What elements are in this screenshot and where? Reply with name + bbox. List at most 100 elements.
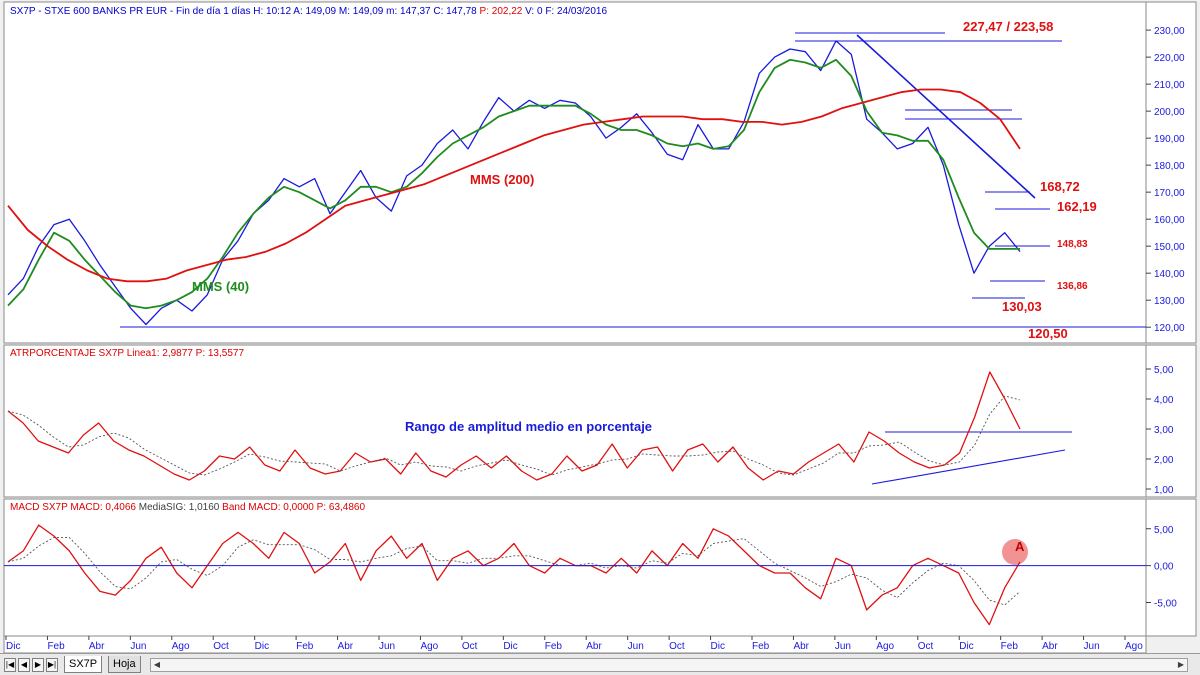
- x-tick-label: Dic: [255, 641, 269, 652]
- annotations-layer: MMS (200) MMS (40) 227,47 / 223,58 168,72 16…: [192, 19, 1097, 554]
- x-tick-label: Feb: [752, 641, 770, 652]
- tab-hoja[interactable]: Hoja: [108, 656, 141, 673]
- y-tick-label: 120,00: [1154, 323, 1185, 334]
- price-panel[interactable]: [3, 1, 1147, 344]
- macd-signal-highlight: [1002, 539, 1028, 565]
- x-tick-label: Oct: [462, 641, 478, 652]
- x-tick-label: Abr: [338, 641, 354, 652]
- x-tick-label: Jun: [379, 641, 395, 652]
- panel-title-part: ATRPORCENTAJE SX7P Linea1: 2,9877 P: 13,…: [10, 348, 244, 359]
- x-tick-label: Abr: [1042, 641, 1058, 652]
- x-tick-label: Abr: [793, 641, 809, 652]
- x-tick-label: Ago: [876, 641, 894, 652]
- x-tick-label: Feb: [1001, 641, 1019, 652]
- chart-canvas: SX7P - STXE 600 BANKS PR EUR - Fin de dí…: [3, 1, 1197, 654]
- x-tick-label: Abr: [586, 641, 602, 652]
- sheet-tab-bar: |◀ ◀ ▶ ▶| SX7P Hoja ◀ ▶: [0, 653, 1200, 675]
- chart-annotation: 162,19: [1057, 199, 1097, 214]
- y-tick-label: 1,00: [1154, 485, 1174, 496]
- x-tick-label: Jun: [130, 641, 146, 652]
- series-layer: [4, 40, 1146, 626]
- x-tick-label: Ago: [172, 641, 190, 652]
- x-tick-label: Jun: [835, 641, 851, 652]
- panel-title-part: V: 0 F: 24/03/2016: [522, 6, 607, 17]
- y-tick-label: 170,00: [1154, 188, 1185, 199]
- last-sheet-button[interactable]: ▶|: [46, 658, 58, 672]
- y-tick-label: 180,00: [1154, 161, 1185, 172]
- y-tick-label: 4,00: [1154, 395, 1174, 406]
- y-tick-label: 0,00: [1154, 562, 1174, 573]
- y-tick-label: 2,00: [1154, 455, 1174, 466]
- scroll-right-icon[interactable]: ▶: [1177, 660, 1185, 669]
- y-tick-label: 220,00: [1154, 53, 1185, 64]
- atr-axis-panel: [1145, 344, 1197, 498]
- atr-rising-trendline[interactable]: [871, 449, 1066, 485]
- y-tick-label: 200,00: [1154, 107, 1185, 118]
- chart-annotation: Rango de amplitud medio en porcentaje: [405, 419, 652, 434]
- x-tick-label: Feb: [296, 641, 314, 652]
- atr-panel-title: ATRPORCENTAJE SX7P Linea1: 2,9877 P: 13,…: [10, 348, 244, 359]
- chart-annotation: A: [1015, 539, 1025, 554]
- chart-annotation: 120,50: [1028, 326, 1068, 341]
- x-tick-label: Feb: [545, 641, 563, 652]
- x-tick-label: Oct: [669, 641, 685, 652]
- series-line-1-0[interactable]: [7, 371, 1021, 481]
- series-line-0-1[interactable]: [7, 58, 1020, 310]
- x-tick-label: Oct: [918, 641, 934, 652]
- x-tick-label: Dic: [503, 641, 517, 652]
- x-tick-label: Feb: [47, 641, 65, 652]
- y-tick-label: 230,00: [1154, 26, 1185, 37]
- x-tick-label: Dic: [959, 641, 973, 652]
- chart-annotation: MMS (200): [470, 172, 534, 187]
- horizontal-scrollbar[interactable]: ◀ ▶: [150, 658, 1188, 672]
- panel-title-part: Band MACD: 0,0000 P: 63,4860: [219, 502, 365, 513]
- panel-title-part: SX7P - STXE 600 BANKS PR EUR - Fin de dí…: [10, 6, 477, 17]
- chart-annotation: 148,83: [1057, 239, 1088, 250]
- prev-sheet-button[interactable]: ◀: [18, 658, 30, 672]
- chart-annotation: 168,72: [1040, 179, 1080, 194]
- y-tick-label: 140,00: [1154, 269, 1185, 280]
- x-axis-layer: Dic Feb Abr Jun Ago Oct Dic Feb Abr Jun Ago Oct Dic F…: [5, 636, 1143, 652]
- atr-panel[interactable]: [3, 344, 1147, 498]
- y-tick-label: 130,00: [1154, 296, 1185, 307]
- y-tick-label: -5,00: [1154, 599, 1177, 610]
- chart-annotation: 130,03: [1002, 299, 1042, 314]
- series-line-0-2[interactable]: [7, 88, 1021, 283]
- panel-title-part: MediaSIG: 1,0160: [136, 502, 220, 513]
- chart-annotation: 136,86: [1057, 281, 1088, 292]
- atr-drawings: [871, 431, 1072, 485]
- y-tick-label: 150,00: [1154, 242, 1185, 253]
- price-panel-title: SX7P - STXE 600 BANKS PR EUR - Fin de dí…: [10, 6, 607, 17]
- price-axis-panel: [1145, 1, 1197, 344]
- y-tick-label: 5,00: [1154, 365, 1174, 376]
- x-tick-label: Jun: [1084, 641, 1100, 652]
- y-tick-label: 3,00: [1154, 425, 1174, 436]
- price-drawings: [120, 32, 1146, 328]
- x-tick-label: Dic: [711, 641, 725, 652]
- next-sheet-button[interactable]: ▶: [32, 658, 44, 672]
- y-tick-label: 160,00: [1154, 215, 1185, 226]
- ticks-layer: 120,00 130,00 140,00 150,00 160,00 170,00 180,…: [1146, 26, 1185, 610]
- signal-line-1: [7, 395, 1021, 476]
- first-sheet-button[interactable]: |◀: [4, 658, 16, 672]
- x-tick-label: Jun: [628, 641, 644, 652]
- y-tick-label: 210,00: [1154, 80, 1185, 91]
- y-tick-label: 190,00: [1154, 134, 1185, 145]
- macd-panel-title: MACD SX7P MACD: 0,4066 MediaSIG: 1,0160 …: [10, 502, 365, 513]
- panel-title-part: MACD SX7P MACD: 0,4066: [10, 502, 136, 513]
- x-tick-label: Ago: [420, 641, 438, 652]
- macd-axis-panel: [1145, 498, 1197, 637]
- x-tick-label: Abr: [89, 641, 105, 652]
- macd-panel[interactable]: [3, 498, 1147, 637]
- scroll-left-icon[interactable]: ◀: [153, 660, 161, 669]
- trendline-resistance[interactable]: [856, 34, 1036, 199]
- x-tick-label: Ago: [1125, 641, 1143, 652]
- signal-line-2: [7, 536, 1021, 606]
- panel-title-part: P: 202,22: [477, 6, 523, 17]
- chart-annotation: 227,47 / 223,58: [963, 19, 1053, 34]
- chart-annotation: MMS (40): [192, 279, 249, 294]
- y-tick-label: 5,00: [1154, 525, 1174, 536]
- x-tick-label: Oct: [213, 641, 229, 652]
- tab-sx7p[interactable]: SX7P: [64, 656, 103, 673]
